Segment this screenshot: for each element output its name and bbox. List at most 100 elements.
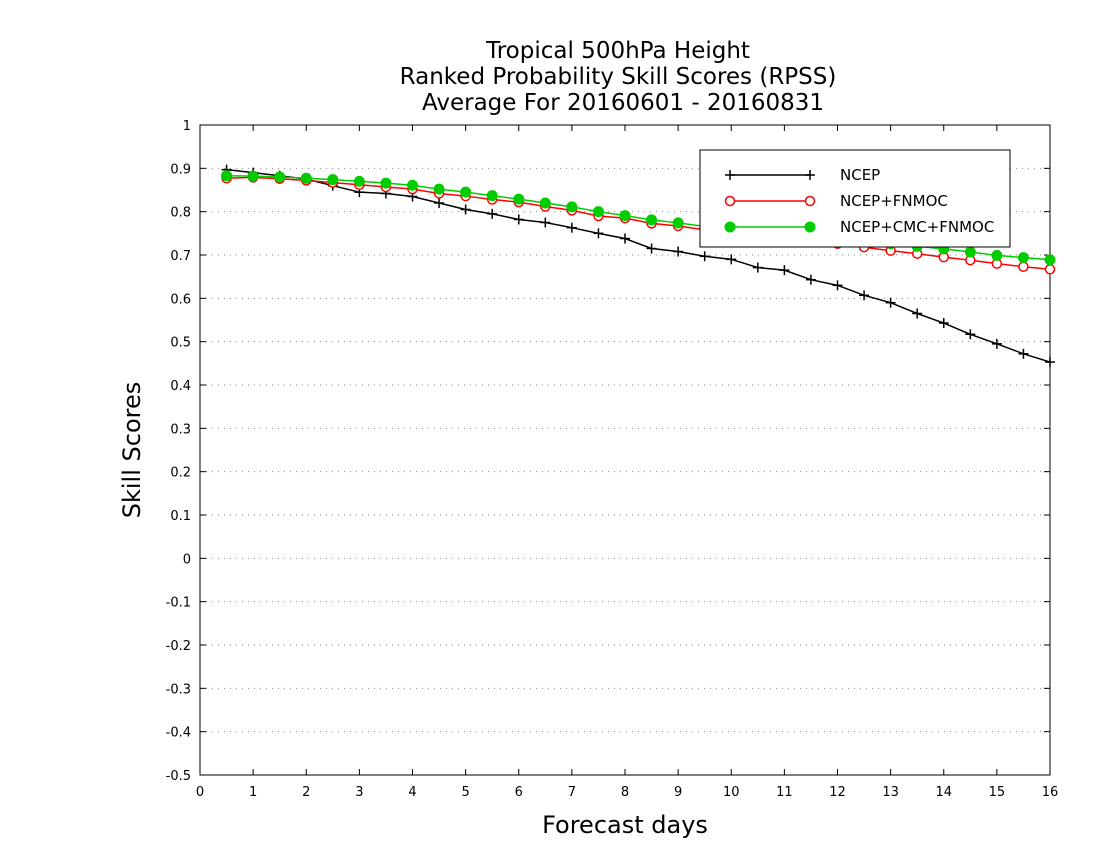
data-point [433, 183, 445, 195]
data-point [1018, 348, 1029, 359]
y-tick-label: -0.5 [166, 769, 191, 784]
data-point [885, 297, 896, 308]
x-tick-label: 6 [515, 785, 523, 800]
data-point [566, 222, 577, 233]
y-axis: -0.5 -0.4 -0.3 -0.2 -0.1 0 0.1 0.2 0.3 0.4 0.5 0.6 0… [166, 119, 1050, 784]
data-point [539, 197, 551, 209]
data-point [805, 274, 816, 285]
data-point [221, 170, 233, 182]
data-point [353, 175, 365, 187]
y-tick-label: 0.7 [170, 249, 191, 264]
data-point [380, 177, 392, 189]
x-tick-label: 14 [935, 785, 952, 800]
data-point [407, 179, 418, 191]
data-point [566, 201, 578, 213]
data-point [1044, 254, 1056, 266]
x-tick-label: 7 [568, 785, 576, 800]
data-point [592, 206, 604, 218]
data-point [673, 246, 684, 257]
y-tick-label: 0.8 [170, 206, 191, 221]
data-point [619, 210, 631, 222]
data-point [327, 174, 339, 186]
x-tick-label: 12 [829, 785, 846, 800]
legend-marker [724, 195, 736, 207]
legend-marker [724, 221, 736, 233]
data-point [859, 290, 870, 301]
series-layer [221, 164, 1056, 368]
data-point [646, 214, 658, 226]
data-point [646, 243, 657, 254]
x-tick-label: 4 [408, 785, 416, 800]
data-point [300, 172, 312, 184]
legend-item: NCEP [725, 166, 880, 184]
data-point [247, 170, 259, 182]
data-point [487, 208, 498, 219]
x-tick-label: 0 [196, 785, 204, 800]
data-point [912, 308, 923, 319]
y-tick-label: 0.5 [170, 336, 191, 351]
legend-label: NCEP+CMC+FNMOC [840, 218, 994, 236]
y-tick-label: 0.3 [170, 422, 191, 437]
legend-label: NCEP [840, 166, 880, 184]
data-point [513, 193, 525, 205]
x-tick-label: 3 [355, 785, 363, 800]
data-point [726, 254, 737, 265]
data-point [540, 217, 551, 228]
y-tick-label: 1 [183, 119, 191, 134]
grid-lines [200, 167, 1050, 733]
x-tick-label: 10 [723, 785, 740, 800]
x-tick-label: 13 [882, 785, 899, 800]
y-tick-label: 0.4 [170, 379, 191, 394]
y-axis-label: Skill Scores [118, 382, 146, 519]
legend: NCEP NCEP+FNMOC NCEP+CMC+FNMOC [699, 149, 1011, 248]
x-tick-label: 5 [461, 785, 469, 800]
data-point [991, 249, 1003, 261]
data-point [460, 204, 471, 215]
data-point [832, 280, 843, 291]
x-tick-label: 8 [621, 785, 629, 800]
x-tick-label: 1 [249, 785, 257, 800]
data-point [1018, 261, 1029, 272]
legend-marker [805, 170, 815, 180]
chart-title-line-2: Ranked Probability Skill Scores (RPSS) [400, 64, 837, 90]
data-point [991, 338, 1002, 349]
x-tick-label: 11 [776, 785, 793, 800]
x-tick-label: 9 [674, 785, 682, 800]
data-point [593, 228, 604, 239]
x-axis-label: Forecast days [542, 811, 708, 839]
data-point [779, 265, 790, 276]
chart-title: Tropical 500hPa Height Ranked Probabilit… [400, 38, 837, 116]
data-point [1017, 252, 1029, 264]
y-tick-label: -0.3 [166, 682, 191, 697]
legend-marker [804, 221, 816, 233]
x-tick-label: 2 [302, 785, 310, 800]
legend-item: NCEP+FNMOC [724, 192, 948, 210]
y-tick-label: 0.6 [170, 292, 191, 307]
legend-marker [725, 170, 735, 180]
y-tick-label: -0.1 [166, 596, 191, 611]
y-tick-label: 0 [183, 552, 191, 567]
x-tick-label: 16 [1042, 785, 1059, 800]
data-point [513, 214, 524, 225]
data-point [486, 190, 498, 202]
x-tick-label: 15 [989, 785, 1006, 800]
y-tick-label: -0.4 [166, 726, 191, 741]
chart-title-line-1: Tropical 500hPa Height [485, 38, 750, 64]
legend-item: NCEP+CMC+FNMOC [724, 218, 994, 236]
data-point [752, 262, 763, 273]
y-tick-label: 0.1 [170, 509, 191, 524]
legend-box [699, 149, 1011, 248]
y-tick-label: 0.2 [170, 466, 191, 481]
y-tick-label: -0.2 [166, 639, 191, 654]
legend-label: NCEP+FNMOC [840, 192, 948, 210]
data-point [965, 329, 976, 340]
x-axis: 0 1 2 3 4 5 6 7 8 9 10 11 12 13 14 15 16 [196, 125, 1058, 800]
data-point [1045, 357, 1055, 368]
data-point [460, 186, 472, 198]
chart-title-line-3: Average For 20160601 - 20160831 [422, 90, 824, 116]
data-point [699, 251, 710, 262]
legend-marker [804, 195, 816, 207]
data-point [938, 318, 949, 329]
data-point [672, 217, 684, 229]
